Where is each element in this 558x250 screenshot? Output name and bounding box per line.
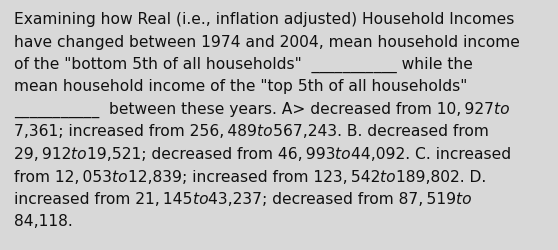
Text: of the "bottom 5th of all households"  ___________ while the: of the "bottom 5th of all households" __… [14,57,473,73]
Text: ___________  between these years. A> decreased from 10, 927: ___________ between these years. A> decr… [14,102,494,118]
Text: 7,361; increased from 256, 489: 7,361; increased from 256, 489 [14,124,257,139]
Text: increased from 21, 145: increased from 21, 145 [14,191,193,206]
Text: 12,839; increased from 123, 542: 12,839; increased from 123, 542 [128,169,380,184]
Text: 189,802. D.: 189,802. D. [396,169,486,184]
Text: to: to [335,146,351,161]
Text: from 12, 053: from 12, 053 [14,169,112,184]
Text: Examining how Real (i.e., inflation adjusted) Household Incomes: Examining how Real (i.e., inflation adju… [14,12,514,27]
Text: have changed between 1974 and 2004, mean household income: have changed between 1974 and 2004, mean… [14,34,520,49]
Text: to: to [456,191,472,206]
Text: to: to [494,102,509,116]
Text: 19,521; decreased from 46, 993: 19,521; decreased from 46, 993 [87,146,335,161]
Text: mean household income of the "top 5th of all households": mean household income of the "top 5th of… [14,79,468,94]
Text: 84,118.: 84,118. [14,214,73,228]
Text: 43,237; decreased from 87, 519: 43,237; decreased from 87, 519 [208,191,456,206]
Text: 44,092. C. increased: 44,092. C. increased [351,146,511,161]
Text: to: to [71,146,87,161]
Text: to: to [193,191,208,206]
Text: to: to [112,169,128,184]
Text: 29, 912: 29, 912 [14,146,71,161]
Text: to: to [380,169,396,184]
Text: to: to [257,124,273,139]
Text: 567,243. B. decreased from: 567,243. B. decreased from [273,124,488,139]
